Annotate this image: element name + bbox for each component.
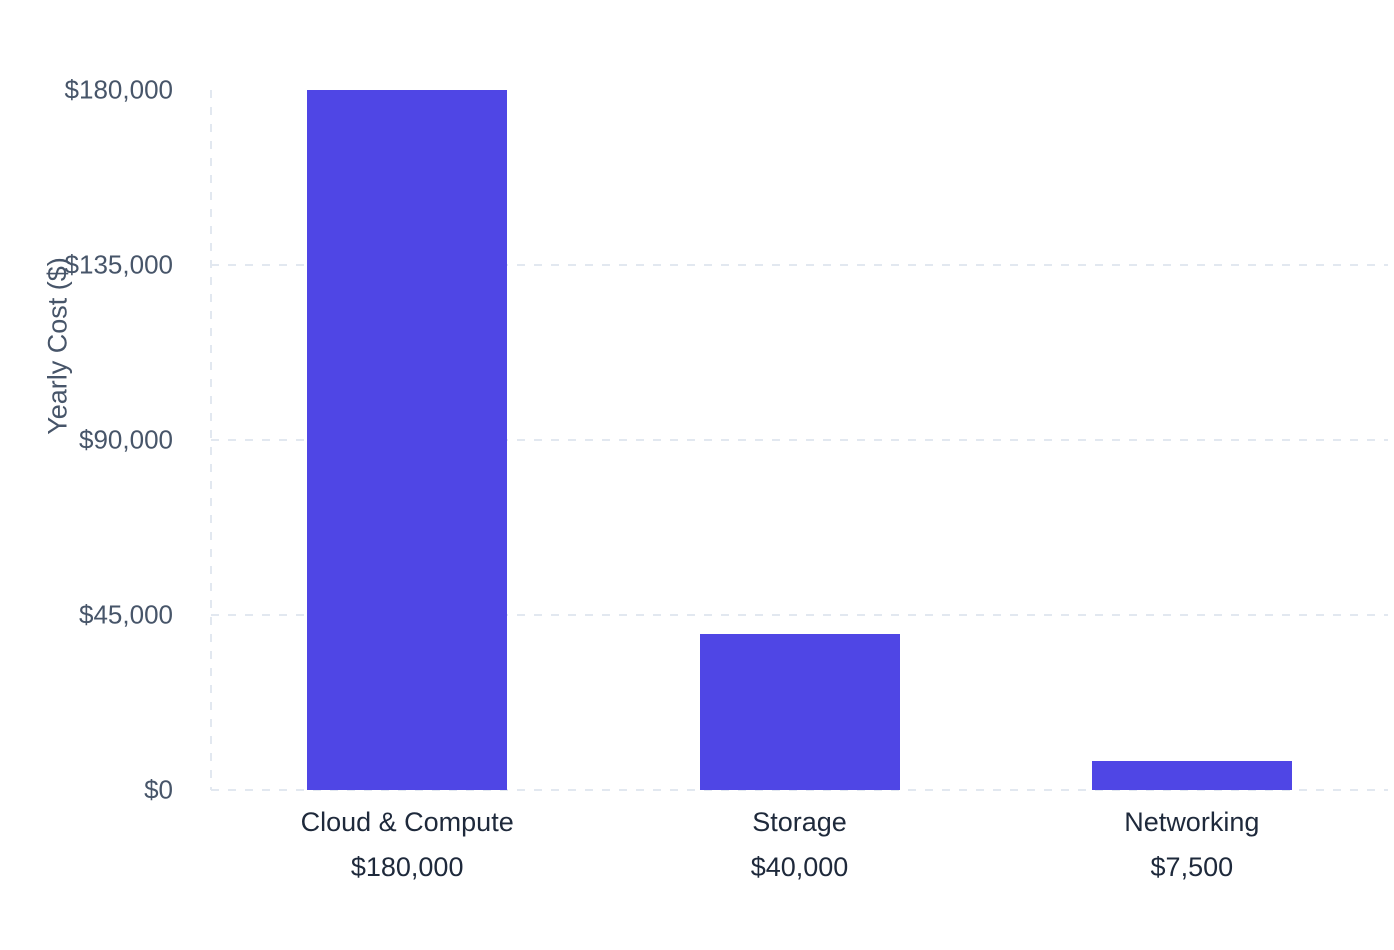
category-label: Storage [752,807,847,837]
value-label: $40,000 [750,851,849,882]
x-axis-labels: Cloud & Compute $180,000 Storage $40,000 Net… [211,790,1388,950]
gridline [211,264,1388,266]
x-axis-baseline [211,789,1388,791]
x-label: Storage $40,000 [751,806,849,885]
category-label: Cloud & Compute [300,807,514,837]
y-axis-tick-labels: $0 $45,000 $90,000 $135,000 $180,000 [0,75,211,805]
x-label: Networking $7,500 [1124,806,1259,885]
bar-cloud-compute [307,90,508,790]
y-tick-label: $180,000 [64,74,173,105]
x-label: Cloud & Compute $180,000 [301,806,514,885]
value-label: $180,000 [350,851,464,882]
y-tick-label: $0 [144,774,173,805]
bar-storage [699,634,900,790]
plot-area [210,90,1388,791]
value-label: $7,500 [1150,851,1234,882]
bar-networking [1091,760,1292,790]
category-label: Networking [1124,807,1260,837]
gridline [211,439,1388,441]
y-tick-label: $135,000 [64,249,173,280]
gridline [211,614,1388,616]
y-tick-label: $90,000 [79,424,173,455]
y-tick-label: $45,000 [79,599,173,630]
